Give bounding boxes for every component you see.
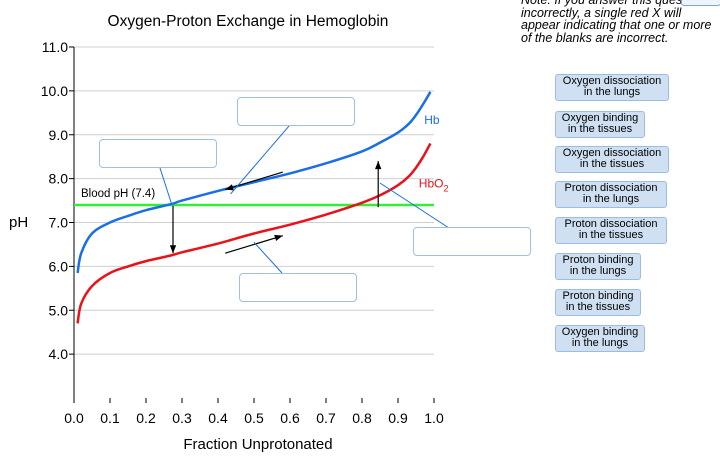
- curve-label-hb: Hb: [424, 113, 440, 127]
- y-tick-label: 4.0: [49, 346, 69, 362]
- x-tick-label: 0.5: [244, 410, 264, 426]
- x-tick-label: 0.4: [208, 410, 228, 426]
- answer-tile[interactable]: Oxygen binding in the lungs: [555, 325, 645, 352]
- x-axis-title: Fraction Unprotonated: [183, 436, 332, 453]
- blank-pointer-line: [159, 167, 172, 203]
- series-line-hbo2: [76, 142, 432, 324]
- x-tick-label: 0.6: [280, 410, 300, 426]
- transition-arrowhead: [375, 161, 382, 170]
- blank-pointer-line: [379, 182, 450, 229]
- curve-label-hbo2: HbO2: [419, 176, 449, 193]
- answer-tile[interactable]: Oxygen binding in the tissues: [555, 111, 645, 138]
- blood-ph-label: Blood pH (7.4): [81, 188, 155, 200]
- transition-arrowhead: [225, 184, 234, 191]
- x-tick-label: 0.8: [352, 410, 372, 426]
- blank-dropzone-3[interactable]: [413, 227, 531, 256]
- y-tick-label: 9.0: [49, 127, 69, 143]
- blank-pointer-line: [230, 125, 290, 195]
- answer-tile[interactable]: Oxygen dissociation in the tissues: [555, 146, 669, 173]
- x-tick-label: 1.0: [424, 410, 444, 426]
- x-tick-label: 0.3: [172, 410, 192, 426]
- y-tick-label: 6.0: [49, 258, 69, 274]
- blank-dropzone-1[interactable]: [237, 97, 355, 126]
- x-tick-label: 0.1: [100, 410, 120, 426]
- series-line-hb: [76, 91, 432, 274]
- blank-pointer-lines: [159, 125, 450, 274]
- blank-dropzone-4[interactable]: [239, 273, 357, 302]
- transition-arrowhead: [274, 234, 283, 242]
- transition-arrows: [169, 161, 382, 254]
- instruction-note: Note: If you answer this question incorr…: [521, 0, 712, 45]
- y-tick-label: 10.0: [41, 83, 68, 99]
- blood-ph-reference: Blood pH (7.4): [74, 188, 434, 207]
- blank-pointer-line: [253, 241, 283, 274]
- answer-tile[interactable]: Proton binding in the tissues: [555, 289, 641, 316]
- y-tick-label: 5.0: [49, 302, 69, 318]
- blank-dropzone-2[interactable]: [99, 139, 217, 168]
- y-tick-label: 7.0: [49, 215, 69, 231]
- chart-title: Oxygen-Proton Exchange in Hemoglobin: [108, 13, 389, 30]
- transition-arrowhead: [169, 245, 177, 254]
- x-tick-label: 0.2: [136, 410, 156, 426]
- x-tick-label: 0.7: [316, 410, 336, 426]
- gridlines: [74, 46, 434, 355]
- transition-arrow: [225, 235, 283, 254]
- transition-arrow: [225, 171, 283, 191]
- data-series: Hb HbO2: [76, 91, 449, 324]
- y-tick-label: 11.0: [42, 39, 68, 55]
- x-tick-label: 0.0: [64, 410, 84, 426]
- answer-tile[interactable]: Proton binding in the lungs: [555, 253, 641, 280]
- answer-tile[interactable]: Oxygen dissociation in the lungs: [555, 74, 669, 101]
- axis-ticks: 4.0 5.0 6.0 7.0 8.0 9.0 10.0 11.0 0.0 0.1 0.2 0.3 0.…: [41, 39, 444, 426]
- y-axis-title: pH: [9, 214, 28, 231]
- y-tick-label: 8.0: [49, 171, 69, 187]
- x-tick-label: 0.9: [388, 410, 408, 426]
- answer-tile[interactable]: Proton dissociation in the lungs: [555, 181, 667, 208]
- answer-tile[interactable]: Proton dissociation in the tissues: [555, 217, 667, 244]
- instruction-note-badge: [681, 0, 720, 6]
